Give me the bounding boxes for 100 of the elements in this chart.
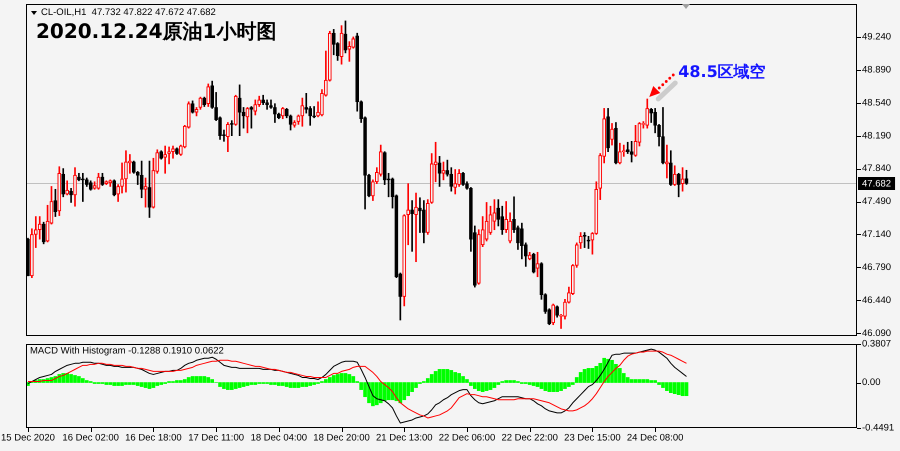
- bar: [175, 380, 179, 383]
- bar: [69, 374, 73, 383]
- bar: [112, 382, 116, 386]
- bar: [536, 382, 540, 387]
- bar: [398, 382, 402, 404]
- bar: [449, 370, 454, 383]
- bar: [374, 382, 379, 406]
- bar: [292, 382, 296, 388]
- bar: [410, 382, 414, 392]
- candlestick: [461, 172, 465, 186]
- bar: [492, 382, 496, 388]
- bar: [649, 380, 654, 383]
- bar: [104, 382, 108, 385]
- x-tick-label: 16 Dec 18:00: [125, 432, 182, 444]
- bar: [159, 382, 164, 385]
- y-tick-label: 0.00: [862, 377, 880, 388]
- bar: [512, 380, 516, 383]
- bar: [132, 382, 136, 385]
- bar: [559, 382, 563, 391]
- bar: [402, 382, 406, 400]
- bar: [222, 382, 226, 389]
- candlestick: [202, 96, 206, 107]
- candlestick: [586, 236, 590, 249]
- candlestick: [300, 98, 304, 127]
- candlestick: [618, 142, 622, 164]
- candlestick: [661, 107, 665, 164]
- bar: [476, 382, 481, 391]
- bar: [638, 379, 642, 383]
- bar: [77, 376, 81, 383]
- bar: [108, 382, 112, 385]
- chart-title: MACD With Histogram -0.1288 0.1910 0.0622: [30, 346, 224, 357]
- bar: [116, 382, 120, 386]
- candlestick: [532, 252, 536, 274]
- x-tick-label: 16 Dec 02:00: [62, 432, 119, 444]
- bar: [340, 373, 344, 383]
- candlestick: [92, 181, 96, 190]
- bar: [469, 382, 473, 386]
- bar: [238, 382, 242, 388]
- bar: [438, 369, 442, 383]
- bar: [394, 382, 398, 402]
- bar: [328, 377, 332, 383]
- bar: [508, 380, 512, 383]
- y-tick-label: 49.240: [862, 32, 892, 43]
- bar: [442, 369, 446, 383]
- x-tick-label: 22 Dec 22:00: [501, 432, 558, 444]
- bar: [496, 382, 500, 385]
- y-tick-label: 48.890: [862, 64, 892, 76]
- bar: [218, 382, 222, 387]
- bar: [226, 382, 230, 390]
- bar: [284, 382, 288, 387]
- candlestick: [414, 192, 418, 262]
- bar: [324, 379, 328, 383]
- candlestick: [344, 20, 348, 54]
- y-tick-label: 46.790: [862, 262, 892, 273]
- bar: [308, 382, 312, 386]
- bar: [547, 382, 552, 392]
- bar: [465, 379, 469, 383]
- bar: [277, 382, 281, 386]
- bar: [586, 368, 590, 383]
- bar: [269, 382, 273, 385]
- bar: [532, 382, 536, 386]
- bar: [590, 368, 594, 383]
- candlestick: [61, 168, 66, 198]
- bar: [540, 382, 544, 389]
- bar: [563, 382, 567, 389]
- candlestick: [226, 122, 230, 152]
- bar: [144, 382, 148, 388]
- bar: [610, 360, 614, 383]
- bar: [680, 382, 684, 396]
- bar: [348, 374, 352, 383]
- bar: [288, 382, 292, 388]
- y-tick-label: -0.4491: [862, 422, 894, 434]
- y-tick-label: 47.840: [862, 163, 892, 174]
- annotation: CL-OIL,H1 47.732 47.822 47.672 47.682: [41, 7, 216, 18]
- bar: [676, 382, 680, 396]
- bar: [426, 378, 430, 383]
- candlestick: [73, 167, 77, 207]
- bar: [124, 382, 128, 385]
- x-tick-label: 21 Dec 13:00: [376, 432, 433, 444]
- candlestick: [112, 180, 116, 196]
- bar: [148, 382, 152, 389]
- ref-line-label: 47.682: [862, 178, 892, 190]
- bar: [194, 376, 198, 383]
- y-tick-label: 48.190: [862, 130, 892, 142]
- candlestick: [680, 167, 684, 192]
- candlestick: [57, 166, 62, 216]
- bar: [344, 373, 348, 383]
- candlestick: [280, 107, 285, 120]
- candlestick: [672, 165, 677, 186]
- annotation: 48.5区域空: [678, 62, 766, 82]
- y-tick-label: 0.3807: [862, 338, 892, 350]
- bar: [296, 382, 300, 388]
- bar: [645, 379, 650, 383]
- bar: [504, 380, 508, 383]
- bar: [210, 379, 214, 383]
- bar: [453, 372, 458, 383]
- bar: [304, 382, 308, 387]
- bar: [582, 369, 586, 383]
- bar: [551, 382, 556, 392]
- x-tick-label: 18 Dec 04:00: [250, 432, 308, 444]
